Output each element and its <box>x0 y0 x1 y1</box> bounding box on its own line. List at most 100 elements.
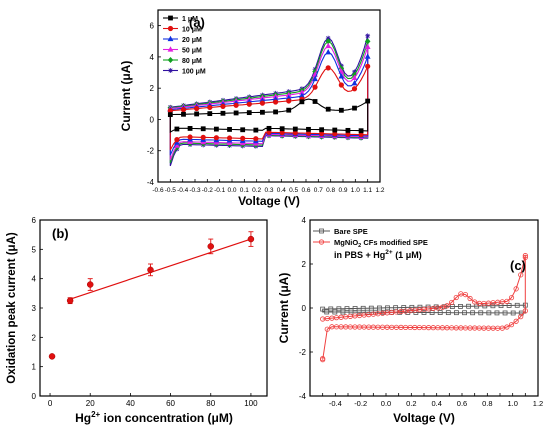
cv-marker <box>454 310 459 316</box>
cv-marker <box>449 299 455 306</box>
x-tick-label: 0 <box>48 399 53 408</box>
x-tick-label: -0.6 <box>152 187 164 194</box>
data-point <box>86 281 94 288</box>
y-tick-label: -4 <box>147 178 155 187</box>
cv-marker <box>352 306 358 311</box>
panel-c: -0.4 -0.2 0.0 0.2 0.4 0.6 0.8 1.0 1.2 -4 -2 0 2 4 (c)… <box>277 216 543 425</box>
legend-marker <box>167 56 174 64</box>
cv-marker <box>306 126 311 132</box>
legend-marker <box>167 46 174 52</box>
cv-marker <box>240 135 246 141</box>
cv-marker <box>180 107 187 113</box>
x-tick-label: 0.2 <box>406 399 416 408</box>
cv-marker <box>246 110 252 116</box>
x-tick-label: 100 <box>244 399 258 408</box>
legend-a: 1 μM 10 μM 20 μM 50 μM 80 μM 100 μM <box>163 15 206 76</box>
cv-marker <box>478 310 484 316</box>
axis-ticks-b: 0 20 40 60 80 100 0 1 2 3 4 5 6 <box>32 216 259 408</box>
cv-marker <box>462 310 467 316</box>
x-tick-label: 0.6 <box>301 187 310 194</box>
cv-marker <box>502 310 508 316</box>
x-tick-label: 0.8 <box>326 187 335 194</box>
cv-marker <box>365 33 371 39</box>
cv-marker <box>338 73 345 79</box>
cv-marker <box>328 306 334 312</box>
x-axis-label-a: Voltage (V) <box>238 194 300 208</box>
cv-marker <box>226 135 233 141</box>
cv-marker <box>320 355 326 362</box>
cv-marker <box>320 306 326 312</box>
legend-marker <box>168 68 173 73</box>
legend-label: Bare SPE <box>334 227 368 236</box>
cv-marker <box>312 99 318 104</box>
x-tick-label: 0.3 <box>264 187 273 194</box>
y-tick-label: 3 <box>32 304 37 313</box>
cv-marker <box>510 310 516 316</box>
cv-marker <box>319 127 325 133</box>
panel-label-b: (b) <box>52 226 69 241</box>
cv-marker <box>200 126 206 132</box>
x-tick-label: 0.6 <box>457 399 467 408</box>
cv-marker <box>187 126 193 131</box>
x-tick-label: 40 <box>126 399 135 408</box>
x-tick-label: 1.2 <box>375 187 384 194</box>
cv-marker <box>253 127 259 133</box>
x-tick-label: -0.2 <box>354 399 367 408</box>
cv-marker <box>312 75 318 82</box>
cv-marker <box>220 103 226 109</box>
y-tick-label: 4 <box>150 53 155 62</box>
cv-marker <box>213 126 219 132</box>
data-point <box>66 297 74 304</box>
cv-marker <box>286 98 292 104</box>
y-axis-label-a: Current (μA) <box>119 61 133 132</box>
cv-marker <box>482 303 488 309</box>
cv-marker <box>213 135 219 141</box>
cv-marker <box>513 318 519 324</box>
cv-marker <box>486 310 492 316</box>
cv-marker <box>194 111 200 117</box>
y-tick-label: 0 <box>302 304 307 313</box>
cv-marker <box>259 100 266 106</box>
cv-marker <box>207 111 213 117</box>
cv-marker <box>522 254 528 260</box>
cv-marker <box>332 127 338 133</box>
x-tick-label: 80 <box>206 399 215 408</box>
cv-marker <box>286 107 292 113</box>
cv-curves-a <box>167 33 371 167</box>
cv-marker <box>233 110 239 116</box>
x-axis-label-b: Hg2+ ion concentration (μM) <box>75 410 233 425</box>
cv-marker <box>385 305 390 311</box>
y-tick-label: 6 <box>32 216 37 225</box>
axis-ticks-a: -0.6 -0.5 -0.4 -0.3 -0.2 -0.1 0.0 0.1 0.2 0.3 0.4 0… <box>147 22 385 194</box>
y-tick-label: -4 <box>299 392 307 401</box>
cv-marker <box>458 304 463 309</box>
y-tick-label: -2 <box>299 348 307 357</box>
cv-marker <box>351 74 358 81</box>
panel-a: -0.6 -0.5 -0.4 -0.3 -0.2 -0.1 0.0 0.1 0.2 0.3 0.4 0… <box>119 9 385 208</box>
cv-marker <box>467 295 473 302</box>
x-tick-label: -0.5 <box>165 187 177 194</box>
x-tick-label: -0.4 <box>177 187 189 194</box>
legend-label: 80 μM <box>182 58 202 65</box>
annotation-c: in PBS + Hg2+ (1 μM) <box>334 249 422 260</box>
cv-marker <box>358 128 364 134</box>
cv-marker <box>167 112 173 118</box>
y-axis-label-c: Current (μA) <box>277 273 291 344</box>
x-tick-label: 0.4 <box>277 187 286 194</box>
fit-line <box>69 238 252 300</box>
x-tick-label: -0.2 <box>202 187 214 194</box>
cv-marker <box>194 105 200 112</box>
cv-marker <box>472 299 478 305</box>
legend-label-part: MgNiO <box>334 238 358 247</box>
cv-marker <box>325 35 331 41</box>
cv-marker <box>325 42 332 49</box>
x-tick-label: -0.1 <box>214 187 226 194</box>
cv-curve <box>322 255 526 360</box>
cv-marker <box>397 309 403 315</box>
cv-marker <box>227 127 232 132</box>
cv-marker <box>444 303 450 309</box>
legend-label: 20 μM <box>182 37 202 44</box>
cv-marker <box>365 98 371 104</box>
cv-marker <box>504 324 510 330</box>
